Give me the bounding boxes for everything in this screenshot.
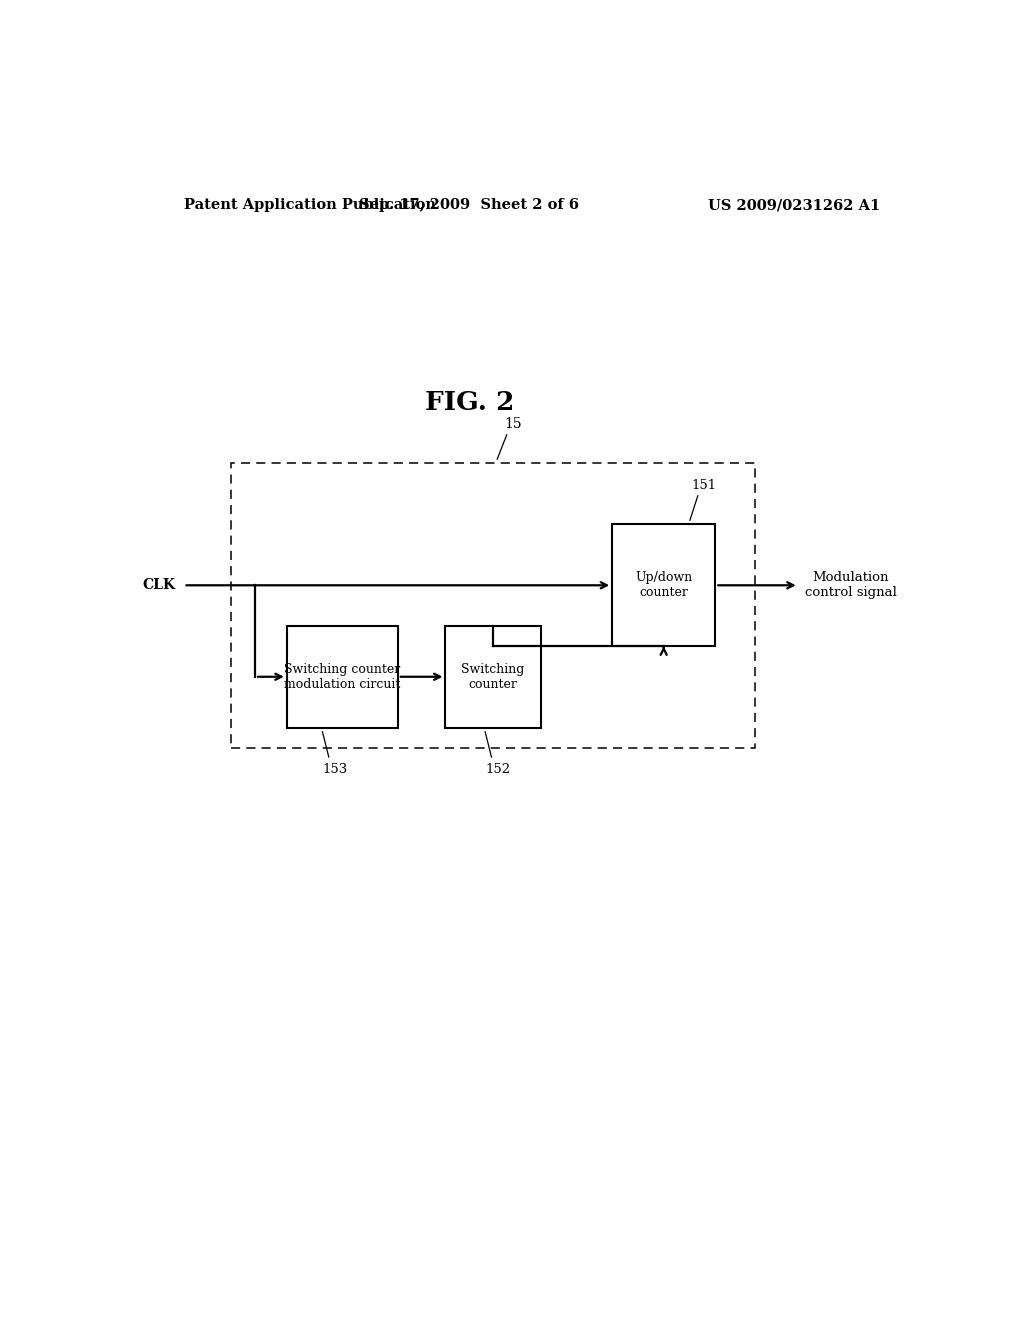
Bar [445, 626, 541, 727]
Bar [612, 524, 715, 647]
Text: Up/down
counter: Up/down counter [635, 572, 692, 599]
Text: 15: 15 [504, 417, 522, 430]
Bar [287, 626, 398, 727]
Text: CLK: CLK [142, 578, 176, 593]
Text: Switching counter
modulation circuit: Switching counter modulation circuit [284, 663, 400, 690]
Text: US 2009/0231262 A1: US 2009/0231262 A1 [709, 198, 881, 213]
Text: 153: 153 [323, 763, 348, 776]
Text: Patent Application Publication: Patent Application Publication [183, 198, 435, 213]
Text: Modulation
control signal: Modulation control signal [805, 572, 897, 599]
Text: FIG. 2: FIG. 2 [425, 389, 514, 414]
Text: 152: 152 [485, 763, 510, 776]
Text: 151: 151 [691, 479, 717, 492]
Text: Switching
counter: Switching counter [462, 663, 524, 690]
Bar [231, 463, 755, 748]
Text: Sep. 17, 2009  Sheet 2 of 6: Sep. 17, 2009 Sheet 2 of 6 [359, 198, 580, 213]
